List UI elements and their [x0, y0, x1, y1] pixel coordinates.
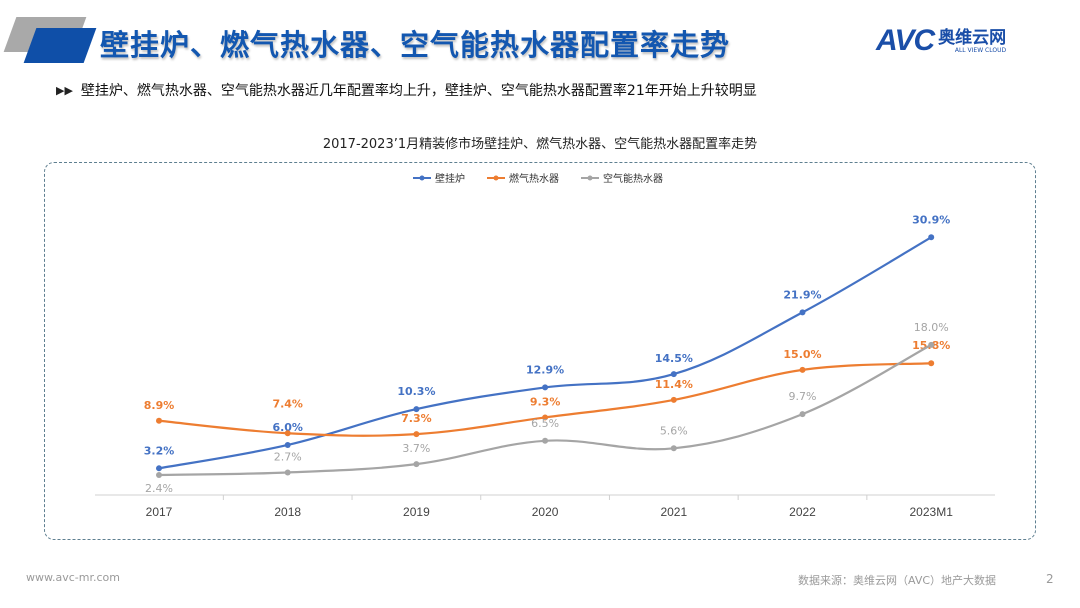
logo-cn-text: 奥维云网 [938, 27, 1007, 48]
legend-marker [493, 175, 499, 181]
data-point [670, 371, 677, 378]
data-label: 10.3% [397, 385, 435, 398]
data-label: 30.9% [912, 213, 950, 226]
page-title: 壁挂炉、燃气热水器、空气能热水器配置率走势 [100, 28, 731, 62]
data-point [928, 341, 935, 348]
summary-text: 壁挂炉、燃气热水器、空气能热水器近几年配置率均上升，壁挂炉、空气能热水器配置率2… [80, 83, 757, 99]
data-label: 3.7% [402, 442, 430, 455]
data-label: 6.0% [272, 421, 303, 434]
data-label: 6.5% [531, 417, 559, 430]
logo-en-text: ALL VIEW CLOUD [954, 46, 1007, 54]
data-point [284, 430, 291, 437]
summary-bullet: ▶▶ 壁挂炉、燃气热水器、空气能热水器近几年配置率均上升，壁挂炉、空气能热水器配… [56, 80, 757, 100]
website-url: www.avc-mr.com [26, 571, 120, 584]
data-label: 15.0% [783, 348, 821, 361]
x-tick-label: 2021 [660, 505, 687, 519]
data-point [542, 384, 549, 391]
data-point [799, 411, 806, 418]
data-point [928, 234, 935, 241]
data-point [156, 471, 162, 478]
data-point [542, 437, 549, 444]
page-number: 2 [1046, 572, 1054, 586]
data-point [413, 406, 420, 413]
data-label: 5.6% [660, 424, 688, 437]
legend-label: 空气能热水器 [603, 172, 663, 185]
x-tick-label: 2023M1 [910, 505, 954, 519]
legend-label: 燃气热水器 [509, 172, 559, 185]
data-point [542, 414, 549, 421]
data-label: 3.2% [144, 444, 175, 457]
data-label: 2.4% [145, 482, 173, 495]
legend-label: 壁挂炉 [435, 172, 465, 185]
data-point [670, 445, 677, 452]
data-label: 9.3% [530, 395, 561, 408]
legend-marker [419, 175, 425, 181]
data-point [799, 366, 806, 373]
data-point [284, 469, 291, 476]
data-point [156, 465, 162, 472]
x-tick-label: 2022 [789, 505, 816, 519]
data-point [799, 309, 806, 316]
data-label: 2.7% [274, 450, 302, 463]
x-tick-label: 2020 [532, 505, 559, 519]
data-source: 数据来源：奥维云网（AVC）地产大数据 [798, 574, 997, 587]
double-chevron-right-icon: ▶▶ [56, 83, 73, 97]
data-point [156, 417, 162, 424]
data-label: 7.3% [401, 412, 432, 425]
data-point [413, 461, 420, 468]
data-label: 21.9% [783, 288, 821, 301]
data-label: 7.4% [272, 397, 303, 410]
x-tick-label: 2017 [146, 505, 173, 519]
data-label: 11.4% [655, 378, 693, 391]
data-point [413, 431, 420, 438]
data-point [670, 396, 677, 403]
x-tick-label: 2018 [274, 505, 301, 519]
data-point [284, 441, 291, 448]
data-label: 12.9% [526, 363, 564, 376]
logo-mark: AVC [876, 24, 935, 57]
data-label: 8.9% [144, 399, 175, 412]
data-label: 9.7% [789, 390, 817, 403]
avc-logo: AVC 奥维云网 ALL VIEW CLOUD [876, 24, 1006, 58]
data-label: 18.0% [914, 321, 949, 334]
chart-title: 2017-2023’1月精装修市场壁挂炉、燃气热水器、空气能热水器配置率走势 [322, 137, 758, 152]
data-label: 14.5% [655, 352, 693, 365]
data-point [928, 360, 935, 367]
legend-marker [587, 175, 593, 181]
x-tick-label: 2019 [403, 505, 430, 519]
chart-frame [44, 162, 1036, 540]
